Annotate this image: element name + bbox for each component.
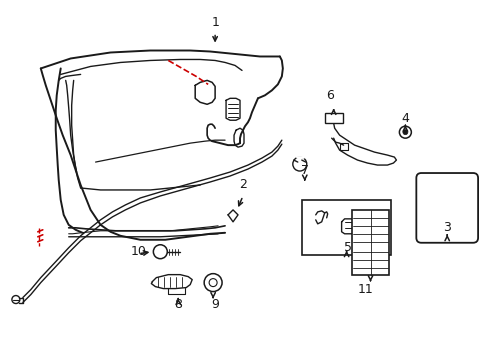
Bar [324, 113, 342, 123]
Text: 10: 10 [130, 245, 146, 258]
Text: 2: 2 [239, 179, 246, 192]
Text: 9: 9 [211, 298, 219, 311]
Text: 4: 4 [401, 112, 408, 125]
FancyBboxPatch shape [415, 173, 477, 243]
Text: 11: 11 [357, 283, 373, 296]
Text: 5: 5 [343, 241, 351, 254]
Bar [351, 210, 388, 275]
Text: 6: 6 [325, 89, 333, 102]
Text: 8: 8 [174, 298, 182, 311]
Circle shape [402, 130, 407, 135]
Bar [301, 200, 390, 255]
Text: 1: 1 [211, 16, 219, 29]
Text: 3: 3 [442, 221, 450, 234]
Text: 7: 7 [300, 163, 308, 176]
